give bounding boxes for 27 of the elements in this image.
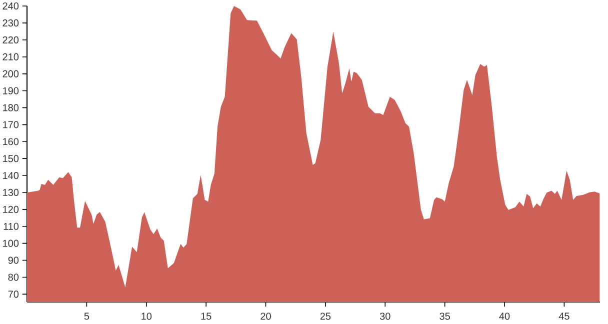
y-tick-label: 110 xyxy=(4,222,19,230)
x-tick-label: 5 xyxy=(84,312,90,320)
x-tick-label: 35 xyxy=(440,312,450,320)
y-tick-label: 90 xyxy=(8,256,19,264)
x-tick-label: 20 xyxy=(260,312,271,320)
y-tick-label: 150 xyxy=(3,155,19,162)
y-tick-label: 180 xyxy=(3,104,19,112)
y-tick-label: 70 xyxy=(8,290,19,298)
x-tick-label: 45 xyxy=(558,312,570,320)
y-tick-label: 200 xyxy=(2,70,19,78)
x-tick-label: 30 xyxy=(380,312,390,320)
y-tick-label: 160 xyxy=(3,138,19,146)
y-tick-label: 100 xyxy=(3,240,19,247)
x-tick-label: 10 xyxy=(142,312,152,320)
y-tick-label: 80 xyxy=(8,274,19,281)
y-tick-label: 240 xyxy=(2,2,19,10)
y-tick-label: 130 xyxy=(3,188,19,196)
x-tick-label: 15 xyxy=(201,312,212,320)
y-tick-label: 230 xyxy=(2,19,19,26)
y-tick-label: 210 xyxy=(2,53,19,60)
y-tick-label: 170 xyxy=(3,121,19,128)
x-tick-label: 25 xyxy=(320,312,331,320)
y-tick-label: 140 xyxy=(3,172,19,180)
y-tick-label: 220 xyxy=(2,36,19,44)
y-tick-label: 120 xyxy=(3,206,19,213)
x-tick-label: 40 xyxy=(499,312,510,320)
y-tick-label: 190 xyxy=(3,87,19,94)
